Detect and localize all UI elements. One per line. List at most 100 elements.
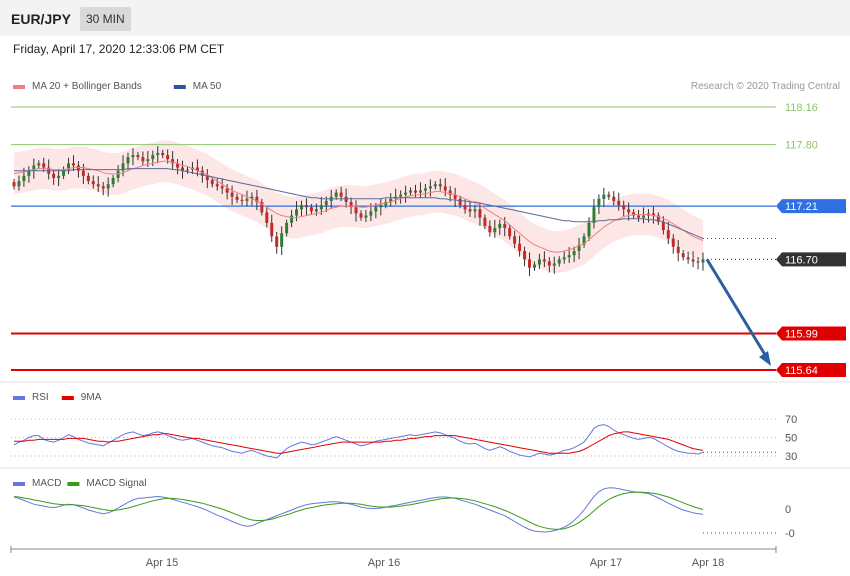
candle-body [176, 163, 180, 168]
candle-body [389, 198, 393, 202]
candle-body [637, 215, 641, 218]
candle-body [57, 175, 61, 178]
candle-body [493, 228, 497, 233]
candle-body [458, 198, 462, 206]
ma50-line [14, 168, 704, 239]
level-tag-116.70 [776, 252, 846, 267]
macd-line [13, 487, 704, 533]
timeframe-button[interactable]: 30 MIN [80, 7, 131, 31]
candle-body [691, 259, 695, 262]
candle-body [513, 236, 517, 244]
candle-body [126, 157, 130, 164]
candle-body [141, 157, 145, 162]
candle-body [661, 221, 665, 231]
candle-body [210, 180, 214, 185]
macd-signal-line [13, 491, 704, 530]
candle-body [81, 170, 85, 176]
candle-body [205, 175, 209, 181]
candle-body [300, 205, 303, 210]
candle-body [627, 209, 631, 213]
candle-body [552, 263, 556, 266]
candle-body [255, 196, 259, 202]
candle-body [76, 165, 80, 171]
candle-body [339, 192, 343, 197]
candle-body [374, 207, 378, 212]
x-tick-3: Apr 18 [692, 557, 724, 569]
candle-body [166, 155, 170, 160]
credit-label: Research © 2020 Trading Central [691, 81, 840, 92]
candle-body [612, 196, 616, 201]
rsi-legend-swatch-1 [61, 396, 74, 400]
level-label-117.80: 117.80 [785, 140, 818, 152]
candle-body [349, 201, 353, 208]
candle-body [567, 255, 571, 258]
candle-body [597, 198, 601, 208]
macd-legend-label-1: MACD Signal [86, 478, 146, 489]
candle-body [245, 198, 249, 201]
candle-body [523, 251, 527, 260]
candle-body [587, 222, 591, 237]
candle-body [463, 205, 467, 210]
candle-body [146, 159, 150, 162]
candle-body [681, 253, 685, 258]
x-tick-2: Apr 17 [590, 557, 622, 569]
candle-body [577, 244, 581, 252]
candle-body [498, 223, 502, 229]
candle-body [215, 184, 219, 187]
candle-body [62, 169, 66, 176]
candle-body [225, 188, 229, 193]
macd-tick-1: -0 [785, 528, 795, 540]
rsi-line [13, 424, 704, 459]
candle-body [602, 194, 606, 199]
candle-body [230, 192, 234, 197]
candle-body [106, 184, 110, 189]
forecast-arrow [705, 258, 769, 359]
level-tag-115.64 [776, 363, 846, 377]
candle-body [468, 209, 472, 212]
candle-body [71, 163, 75, 166]
rsi-legend-swatch-0 [13, 396, 25, 400]
candle-body [448, 190, 452, 195]
x-tick-0: Apr 15 [146, 557, 178, 569]
candle-body [409, 190, 413, 193]
candle-body [399, 194, 403, 197]
candle-body [547, 261, 551, 266]
candle-body [503, 223, 507, 229]
candle-body [334, 192, 338, 197]
candle-body [111, 177, 115, 185]
level-label-117.21: 117.21 [785, 201, 818, 213]
candle-body [151, 155, 155, 160]
candle-body [443, 186, 447, 191]
candle-body [532, 264, 536, 268]
candle-body [309, 207, 313, 212]
candle-body [285, 222, 289, 234]
candle-body [528, 259, 531, 268]
candle-body [344, 196, 348, 202]
candle-body [483, 217, 487, 226]
level-label-116.70: 116.70 [785, 254, 818, 266]
candle-body [86, 175, 90, 182]
level-label-118.16: 118.16 [785, 102, 818, 114]
macd-legend-swatch-0 [13, 482, 25, 486]
level-tag-115.99 [776, 326, 846, 341]
candle-body [632, 212, 636, 216]
candle-body [656, 215, 660, 222]
candle-body [423, 188, 427, 191]
candle-body [91, 181, 95, 185]
candle-body [418, 190, 422, 193]
candle-body [304, 205, 308, 208]
candle-body [617, 200, 621, 206]
price-legend-label-1: MA 50 [193, 81, 222, 92]
candle-body [186, 169, 189, 171]
price-legend-swatch-0 [13, 85, 25, 89]
candle-body [67, 163, 71, 170]
rsi-tick-70: 70 [785, 414, 797, 426]
candle-body [642, 215, 646, 218]
candle-body [101, 186, 105, 189]
candle-body [607, 194, 611, 197]
candle-body [131, 155, 135, 158]
rsi-ma-line [14, 431, 704, 454]
candle-body [428, 186, 432, 189]
